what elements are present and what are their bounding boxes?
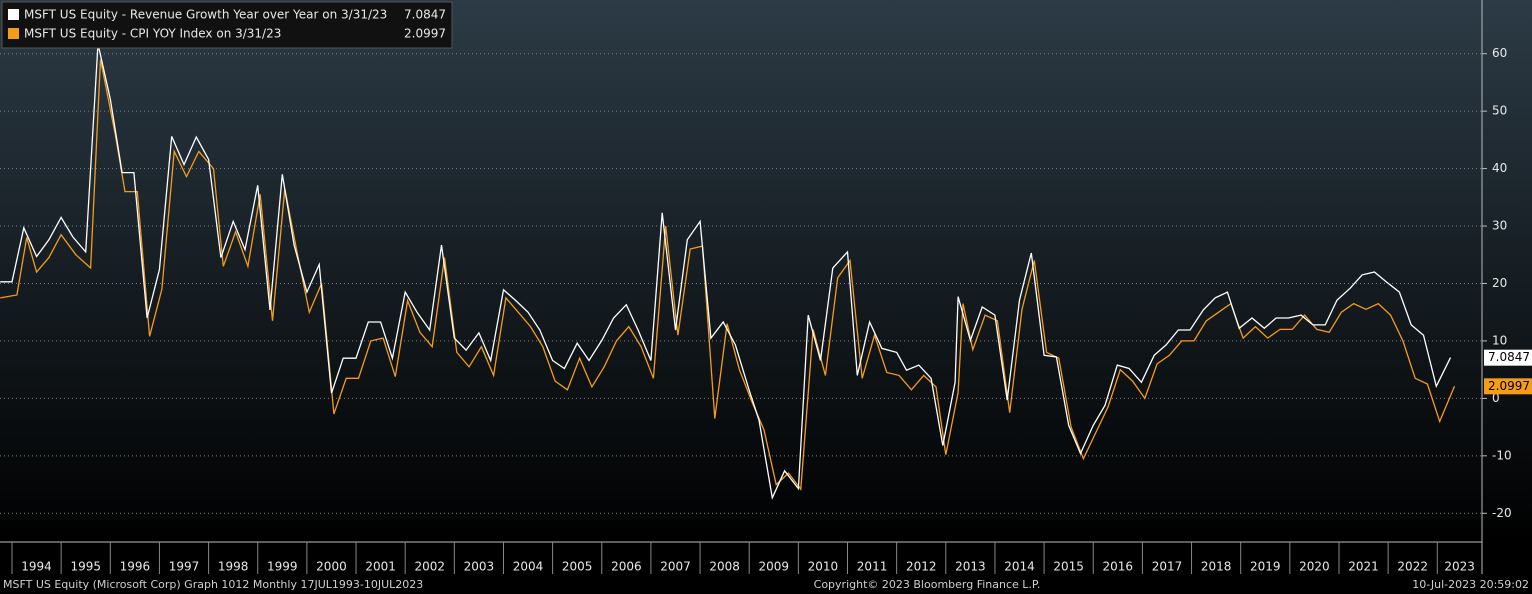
last-value-tag (1484, 378, 1532, 395)
x-tick-label: 2000 (316, 560, 347, 574)
x-tick-label: 2005 (562, 560, 593, 574)
y-tick-label: -10 (1492, 448, 1512, 462)
legend-label: MSFT US Equity - CPI YOY Index on 3/31/2… (24, 27, 281, 41)
x-tick-label: 2019 (1250, 560, 1281, 574)
legend-swatch (8, 28, 19, 39)
y-tick-label: 10 (1492, 333, 1507, 347)
series-line (0, 43, 1452, 500)
legend-value: 2.0997 (404, 27, 446, 41)
x-tick-label: 2001 (365, 560, 396, 574)
x-tick-label: 2012 (906, 560, 937, 574)
x-tick-label: 1995 (70, 560, 101, 574)
x-tick-label: 2004 (513, 560, 544, 574)
x-tick-label: 2003 (464, 560, 495, 574)
y-tick-label: 30 (1492, 219, 1507, 233)
legend-swatch (8, 9, 19, 20)
footer-center: Copyright© 2023 Bloomberg Finance L.P. (814, 578, 1041, 591)
x-axis-band (0, 542, 1482, 574)
x-tick-label: 2018 (1201, 560, 1232, 574)
x-tick-label: 1996 (120, 560, 151, 574)
y-tick-label: 40 (1492, 161, 1507, 175)
series-line (0, 59, 1456, 491)
legend-label: MSFT US Equity - Revenue Growth Year ove… (24, 8, 387, 22)
x-tick-label: 2023 (1444, 560, 1475, 574)
y-tick-label: 0 (1492, 391, 1500, 405)
y-tick-label: 20 (1492, 276, 1507, 290)
plot-background (0, 0, 1532, 542)
x-tick-label: 2020 (1299, 560, 1330, 574)
x-tick-label: 2016 (1103, 560, 1134, 574)
x-tick-label: 2021 (1348, 560, 1379, 574)
x-tick-label: 2017 (1152, 560, 1183, 574)
last-value-tag (1484, 349, 1532, 366)
y-tick-label: 60 (1492, 46, 1507, 60)
x-tick-label: 2006 (611, 560, 642, 574)
x-tick-label: 2013 (955, 560, 986, 574)
x-tick-label: 1997 (169, 560, 200, 574)
x-tick-label: 2007 (660, 560, 691, 574)
y-tick-label: -20 (1492, 506, 1512, 520)
legend-value: 7.0847 (404, 8, 446, 22)
x-tick-label: 1999 (267, 560, 298, 574)
footer-right: 10-Jul-2023 20:59:02 (1412, 578, 1529, 591)
x-tick-label: 2011 (857, 560, 888, 574)
x-tick-label: 2010 (808, 560, 839, 574)
last-value-label: 7.0847 (1488, 350, 1530, 364)
x-tick-label: 1998 (218, 560, 249, 574)
footer-left: MSFT US Equity (Microsoft Corp) Graph 10… (3, 578, 423, 591)
x-tick-label: 2008 (709, 560, 740, 574)
x-tick-label: 2015 (1053, 560, 1084, 574)
last-value-label: 2.0997 (1488, 379, 1530, 393)
y-tick-label: 50 (1492, 104, 1507, 118)
x-tick-label: 2022 (1397, 560, 1428, 574)
legend-box (1, 1, 453, 49)
x-tick-label: 1994 (21, 560, 52, 574)
x-tick-label: 2014 (1004, 560, 1035, 574)
x-tick-label: 2009 (759, 560, 790, 574)
x-tick-label: 2002 (414, 560, 445, 574)
